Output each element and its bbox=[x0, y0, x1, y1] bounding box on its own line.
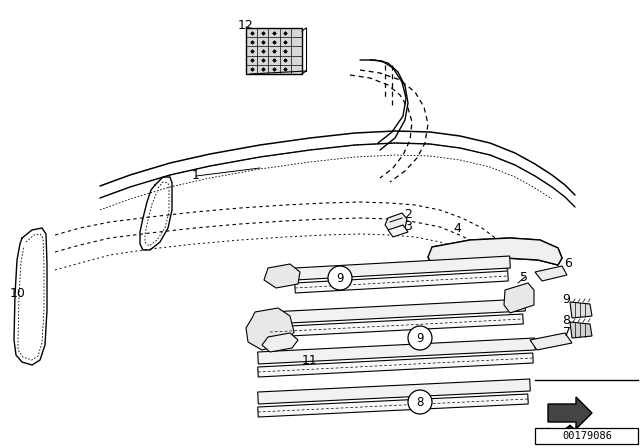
Polygon shape bbox=[570, 322, 592, 338]
Text: 12: 12 bbox=[238, 18, 253, 31]
Circle shape bbox=[328, 266, 352, 290]
Text: 1: 1 bbox=[192, 168, 200, 181]
Text: 8: 8 bbox=[562, 314, 570, 327]
Text: 00179086: 00179086 bbox=[562, 431, 612, 441]
Polygon shape bbox=[269, 314, 524, 337]
Text: 10: 10 bbox=[10, 287, 26, 300]
Text: 6: 6 bbox=[564, 257, 572, 270]
Polygon shape bbox=[535, 266, 567, 281]
Polygon shape bbox=[262, 333, 298, 352]
Bar bbox=[246, 28, 302, 74]
Polygon shape bbox=[269, 299, 525, 324]
Polygon shape bbox=[388, 225, 408, 237]
Polygon shape bbox=[246, 308, 294, 350]
Polygon shape bbox=[530, 333, 572, 350]
Polygon shape bbox=[258, 394, 528, 417]
Polygon shape bbox=[385, 213, 407, 232]
Text: 8: 8 bbox=[416, 396, 424, 409]
Text: 9: 9 bbox=[336, 271, 344, 284]
Polygon shape bbox=[258, 379, 531, 404]
Polygon shape bbox=[264, 264, 300, 288]
Text: 9: 9 bbox=[416, 332, 424, 345]
Text: 3: 3 bbox=[404, 220, 412, 233]
Circle shape bbox=[408, 390, 432, 414]
Polygon shape bbox=[258, 353, 533, 377]
Polygon shape bbox=[548, 397, 592, 429]
Polygon shape bbox=[294, 256, 510, 280]
Text: 9: 9 bbox=[562, 293, 570, 306]
Bar bbox=[535, 428, 638, 444]
Polygon shape bbox=[504, 283, 534, 313]
Text: 4: 4 bbox=[453, 221, 461, 234]
Polygon shape bbox=[570, 302, 592, 318]
Polygon shape bbox=[428, 238, 562, 265]
Polygon shape bbox=[258, 338, 535, 364]
Text: 2: 2 bbox=[404, 207, 412, 220]
Text: 7: 7 bbox=[563, 326, 571, 339]
Text: 11: 11 bbox=[302, 353, 317, 366]
Circle shape bbox=[408, 326, 432, 350]
Text: 5: 5 bbox=[520, 271, 528, 284]
Polygon shape bbox=[294, 271, 508, 293]
